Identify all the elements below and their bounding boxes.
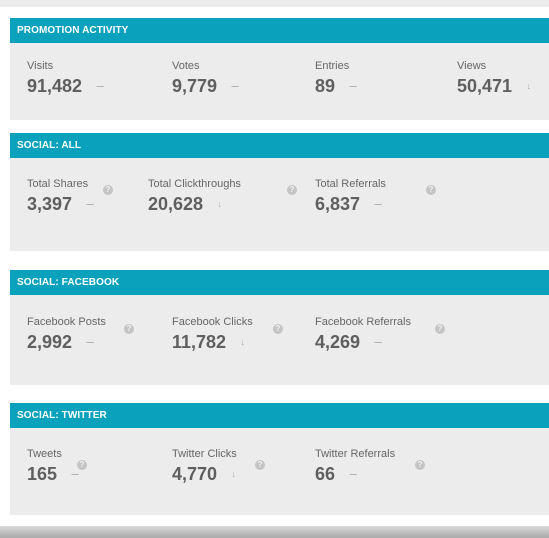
help-icon[interactable]: ? bbox=[124, 324, 134, 334]
stat-twitter-referrals: Twitter Referrals 66 – bbox=[315, 448, 395, 485]
help-icon[interactable]: ? bbox=[435, 324, 445, 334]
stat-value: 89 bbox=[315, 76, 336, 96]
top-strip bbox=[0, 0, 549, 7]
stat-value: 165 bbox=[27, 464, 58, 484]
stat-label: Visits bbox=[27, 60, 54, 72]
trend-flat-icon: – bbox=[349, 466, 357, 481]
stat-value: 4,770 bbox=[172, 464, 218, 484]
trend-flat-icon: – bbox=[349, 78, 357, 93]
trend-flat-icon: – bbox=[374, 196, 382, 211]
stat-facebook-clicks: Facebook Clicks 11,782 ↓ bbox=[172, 316, 253, 353]
stat-total-referrals: Total Referrals 6,837 – bbox=[315, 178, 386, 215]
stat-total-clickthroughs: Total Clickthroughs 20,628 ↓ bbox=[148, 178, 241, 215]
stat-label: Total Referrals bbox=[315, 178, 386, 190]
panel-social-facebook: SOCIAL: FACEBOOK Facebook Posts 2,992 – … bbox=[10, 270, 549, 385]
stat-facebook-referrals: Facebook Referrals 4,269 – bbox=[315, 316, 411, 353]
trend-down-icon: ↓ bbox=[217, 199, 223, 209]
stat-label: Total Clickthroughs bbox=[148, 178, 241, 190]
stat-label: Tweets bbox=[27, 448, 62, 460]
stat-value: 2,992 bbox=[27, 332, 73, 352]
help-icon[interactable]: ? bbox=[255, 460, 265, 470]
stat-value: 4,269 bbox=[315, 332, 361, 352]
help-icon[interactable]: ? bbox=[415, 460, 425, 470]
stat-label: Votes bbox=[172, 60, 200, 72]
stat-label: Twitter Clicks bbox=[172, 448, 237, 460]
stat-label: Facebook Referrals bbox=[315, 316, 411, 328]
stat-value: 9,779 bbox=[172, 76, 218, 96]
trend-flat-icon: – bbox=[231, 78, 239, 93]
panel-social-all: SOCIAL: ALL Total Shares 3,397 – ? Total… bbox=[10, 133, 549, 251]
stat-value: 50,471 bbox=[457, 76, 513, 96]
stat-label: Facebook Posts bbox=[27, 316, 106, 328]
help-icon[interactable]: ? bbox=[77, 460, 87, 470]
stat-entries: Entries 89 – bbox=[315, 60, 357, 97]
panel-promotion-activity: PROMOTION ACTIVITY Visits 91,482 – Votes… bbox=[10, 18, 549, 120]
trend-flat-icon: – bbox=[374, 334, 382, 349]
trend-down-icon: ↓ bbox=[526, 81, 532, 91]
stat-value: 91,482 bbox=[27, 76, 83, 96]
panel-header: SOCIAL: ALL bbox=[10, 133, 549, 158]
trend-down-icon: ↓ bbox=[231, 469, 237, 479]
trend-flat-icon: – bbox=[86, 196, 94, 211]
stat-value: 11,782 bbox=[172, 332, 227, 352]
panel-header: SOCIAL: TWITTER bbox=[10, 403, 549, 428]
bottom-scroll-edge bbox=[0, 526, 549, 538]
stat-value: 3,397 bbox=[27, 194, 73, 214]
stat-value: 66 bbox=[315, 464, 336, 484]
stat-total-shares: Total Shares 3,397 – bbox=[27, 178, 94, 215]
help-icon[interactable]: ? bbox=[287, 185, 297, 195]
trend-flat-icon: – bbox=[96, 78, 104, 93]
stat-facebook-posts: Facebook Posts 2,992 – bbox=[27, 316, 106, 353]
stat-votes: Votes 9,779 – bbox=[172, 60, 239, 97]
panel-header: PROMOTION ACTIVITY bbox=[10, 18, 549, 43]
stat-visits: Visits 91,482 – bbox=[27, 60, 104, 97]
trend-flat-icon: – bbox=[86, 334, 94, 349]
stat-label: Views bbox=[457, 60, 487, 72]
panel-header: SOCIAL: FACEBOOK bbox=[10, 270, 549, 295]
stat-label: Total Shares bbox=[27, 178, 89, 190]
trend-down-icon: ↓ bbox=[240, 337, 246, 347]
stat-twitter-clicks: Twitter Clicks 4,770 ↓ bbox=[172, 448, 237, 485]
stat-label: Twitter Referrals bbox=[315, 448, 396, 460]
panel-social-twitter: SOCIAL: TWITTER Tweets 165 – ? Twitter C… bbox=[10, 403, 549, 515]
stat-value: 6,837 bbox=[315, 194, 361, 214]
help-icon[interactable]: ? bbox=[273, 324, 283, 334]
help-icon[interactable]: ? bbox=[103, 185, 113, 195]
help-icon[interactable]: ? bbox=[426, 185, 436, 195]
stat-views: Views 50,471 ↓ bbox=[457, 60, 531, 97]
stat-label: Facebook Clicks bbox=[172, 316, 253, 328]
stat-label: Entries bbox=[315, 60, 350, 72]
stat-tweets: Tweets 165 – bbox=[27, 448, 79, 485]
stat-value: 20,628 bbox=[148, 194, 204, 214]
trend-flat-icon: – bbox=[71, 466, 79, 481]
